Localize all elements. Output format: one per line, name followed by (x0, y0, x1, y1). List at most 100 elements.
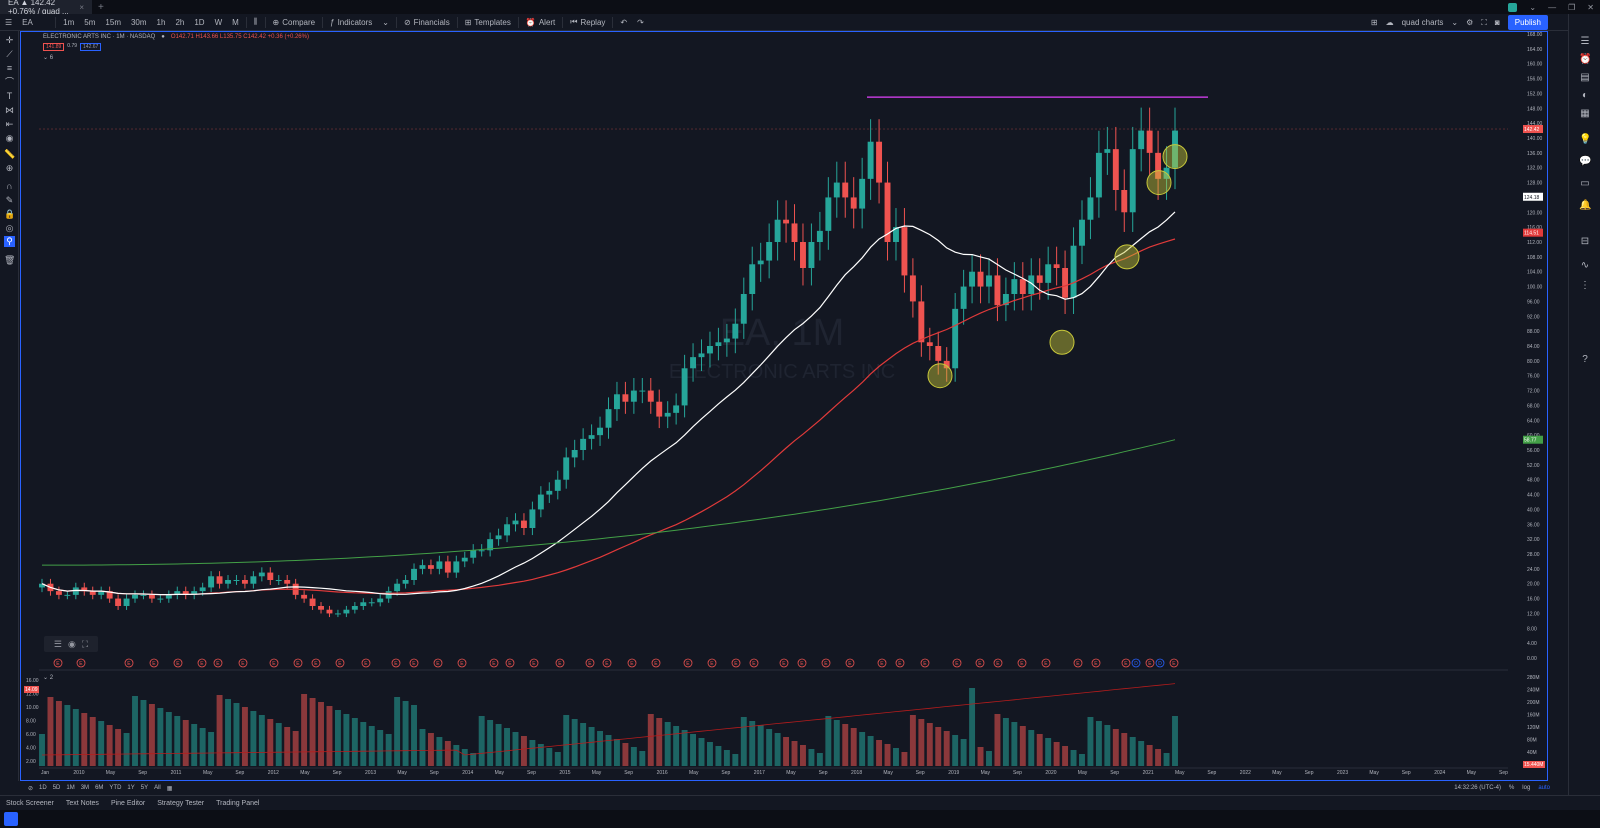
sell-button[interactable]: 141.89 (43, 43, 65, 51)
symbol-title[interactable]: ELECTRONIC ARTS INC · 1M · NASDAQ (43, 34, 156, 40)
range-button[interactable]: 1D (39, 785, 47, 791)
indicators-button[interactable]: ƒ Indicators (325, 18, 377, 27)
ideas-icon[interactable]: 💡 (1579, 134, 1592, 145)
publish-button[interactable]: Publish (1507, 15, 1548, 30)
magnet-icon[interactable]: ∩ (6, 181, 13, 191)
measure-icon[interactable]: ⇤ (5, 119, 14, 129)
ruler-icon[interactable]: 📏 (4, 149, 16, 159)
pulse-icon[interactable]: ∿ (1580, 260, 1590, 271)
symbol-search[interactable]: EA (22, 17, 33, 27)
object-tree-icon[interactable]: ☰ (53, 638, 62, 649)
compare-button[interactable]: ⊕ Compare (268, 18, 321, 27)
range-button[interactable]: 3M (80, 785, 90, 791)
tradingview-logo-icon[interactable] (4, 812, 18, 826)
select-frame-icon[interactable]: ⛶ (81, 638, 89, 649)
range-button[interactable]: 5Y (140, 785, 149, 791)
settings-icon[interactable]: ⚙ (1466, 18, 1474, 27)
depth-icon[interactable]: ⊟ (1580, 236, 1590, 247)
range-button[interactable]: All (154, 785, 161, 791)
log-toggle[interactable]: log (1522, 785, 1531, 791)
chevron-down-icon[interactable]: ⌄ (1529, 2, 1537, 12)
interval-button[interactable]: W (214, 17, 223, 27)
interval-button[interactable]: 30m (130, 17, 147, 27)
eye-icon[interactable]: ◉ (5, 133, 14, 143)
legend-eye-icon[interactable]: ● (161, 34, 165, 40)
camera-icon[interactable]: ◙ (1494, 18, 1500, 27)
lock-icon[interactable]: 🔒 (4, 209, 16, 219)
tab-close-icon[interactable]: × (79, 2, 84, 12)
alert-button[interactable]: ⏰ Alert (521, 18, 560, 27)
indicators-dropdown-icon[interactable]: ⌄ (382, 17, 389, 27)
interval-button[interactable]: 1m (63, 17, 75, 27)
range-button[interactable]: 1M (66, 785, 75, 791)
financials-button[interactable]: ⊘ Financials (399, 18, 455, 27)
interval-button[interactable]: 15m (105, 17, 121, 27)
panel-tab[interactable]: Trading Panel (216, 799, 260, 807)
streams-icon[interactable]: ▭ (1580, 178, 1590, 189)
indicators-legend[interactable]: ⌄ 6 (43, 54, 53, 61)
text-icon[interactable]: T (6, 91, 13, 101)
close-window-icon[interactable]: ✕ (1587, 2, 1594, 12)
replay-button[interactable]: ⏮ Replay (565, 17, 610, 27)
indicators-collapse-icon[interactable]: ⌄ (43, 55, 49, 61)
chat-icon[interactable]: 💬 (1579, 156, 1592, 167)
panel-tab[interactable]: Pine Editor (110, 799, 146, 807)
alerts-icon[interactable]: ⏰ (1579, 54, 1592, 65)
interval-button[interactable]: 1h (156, 17, 166, 27)
templates-button[interactable]: ⊞ Templates (460, 18, 516, 27)
auto-toggle[interactable]: auto (1538, 785, 1550, 791)
interval-button[interactable]: 1D (194, 17, 205, 27)
range-button[interactable]: 1Y (127, 785, 135, 791)
menu-icon[interactable]: ☰ (5, 17, 13, 27)
fullscreen-icon[interactable]: ⛶ (1481, 17, 1487, 27)
earnings-marker (707, 658, 717, 668)
volume-legend[interactable]: ⌄ 2 (43, 674, 53, 681)
maximize-icon[interactable]: ❐ (1568, 2, 1576, 12)
layout-dropdown-icon[interactable]: ⌄ (1451, 18, 1459, 27)
brush-icon[interactable]: ⌒ (4, 77, 14, 87)
visibility-icon[interactable]: ◎ (5, 223, 14, 233)
panel-tab[interactable]: Text Notes (65, 799, 99, 807)
trash-icon[interactable]: 🗑 (4, 255, 16, 265)
range-button[interactable]: YTD (109, 785, 122, 791)
interval-button[interactable]: M (232, 17, 239, 27)
calendar-range-icon[interactable]: ▦ (166, 785, 173, 792)
volume-bar (681, 730, 688, 766)
new-tab-icon[interactable]: + (98, 1, 104, 13)
range-button[interactable]: 5D (52, 785, 61, 791)
order-panel-icon[interactable]: ⋮ (1580, 280, 1590, 291)
help-icon[interactable]: ? (1582, 354, 1588, 365)
goto-date-icon[interactable]: ⊘ (28, 785, 34, 792)
watchlist-icon[interactable]: ☰ (1580, 36, 1590, 47)
trendline-icon[interactable]: ⟋ (6, 49, 13, 59)
sync-icon[interactable]: ⚲ (4, 236, 15, 247)
percent-toggle[interactable]: % (1508, 785, 1515, 791)
buy-button[interactable]: 142.67 (80, 43, 102, 51)
notifications-icon[interactable]: 🔔 (1579, 200, 1592, 211)
lock-drawing-icon[interactable]: ✎ (5, 195, 14, 205)
clock-time[interactable]: 14:32:26 (UTC-4) (1454, 785, 1501, 791)
minimize-icon[interactable]: — (1548, 2, 1557, 12)
range-button[interactable]: 6M (95, 785, 104, 791)
volume-collapse-icon[interactable]: ⌄ (43, 675, 49, 681)
layout-name[interactable]: quad charts (1401, 18, 1444, 27)
panel-tab[interactable]: Strategy Tester (157, 799, 205, 807)
browser-tab[interactable]: EA ▲ 142.42 +0.76% / quad ... × (0, 0, 92, 16)
interval-button[interactable]: 2h (175, 17, 185, 27)
interval-button[interactable]: 5m (84, 17, 96, 27)
candle-style-icon[interactable]: ⫼ (253, 17, 258, 26)
hide-icon[interactable]: ◉ (67, 638, 76, 649)
panel-tab[interactable]: Stock Screener (6, 799, 54, 807)
fib-icon[interactable]: ≡ (6, 63, 13, 73)
zoom-icon[interactable]: ⊕ (5, 163, 14, 173)
pattern-icon[interactable]: ⋈ (5, 105, 14, 115)
hotlist-icon[interactable]: ◐ (1581, 90, 1589, 101)
layout-grid-icon[interactable]: ⊞ (1370, 18, 1378, 27)
undo-icon[interactable]: ↶ (620, 17, 628, 27)
redo-icon[interactable]: ↷ (637, 17, 644, 27)
data-window-icon[interactable]: ▤ (1580, 72, 1590, 83)
calendar-icon[interactable]: ▦ (1580, 108, 1590, 119)
earnings-marker-label: E (923, 661, 927, 667)
crosshair-icon[interactable]: ✛ (5, 35, 14, 45)
